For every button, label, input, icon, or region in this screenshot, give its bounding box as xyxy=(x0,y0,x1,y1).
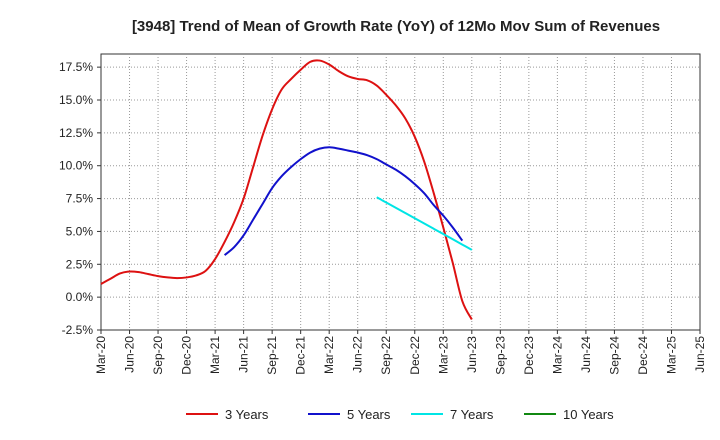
x-tick-label: Dec-20 xyxy=(180,336,194,375)
legend-label-1: 3 Years xyxy=(225,407,269,422)
x-tick-label: Jun-21 xyxy=(237,336,251,373)
legend-label-4: 10 Years xyxy=(563,407,614,422)
x-tick-label: Dec-22 xyxy=(408,336,422,375)
x-axis: Mar-20 Jun-20 Sep-20 Dec-20 Mar-21 Jun-21 Sep-… xyxy=(94,330,707,375)
y-tick-label: 15.0% xyxy=(59,93,93,107)
x-tick-label: Jun-24 xyxy=(579,336,593,373)
x-tick-label: Mar-23 xyxy=(436,336,450,374)
y-tick-label: 10.0% xyxy=(59,159,93,173)
series-lines xyxy=(100,59,473,320)
series-line-3 xyxy=(376,196,473,251)
series-line-2 xyxy=(223,146,464,256)
x-tick-label: Dec-23 xyxy=(522,336,536,375)
x-tick-label: Sep-24 xyxy=(607,336,621,375)
legend-label-3: 7 Years xyxy=(450,407,494,422)
x-tick-label: Dec-21 xyxy=(294,336,308,375)
x-tick-label: Sep-20 xyxy=(151,336,165,375)
y-tick-label: 7.5% xyxy=(66,192,94,206)
x-tick-label: Jun-25 xyxy=(693,336,707,373)
x-tick-label: Mar-24 xyxy=(550,336,564,374)
x-tick-label: Mar-22 xyxy=(322,336,336,374)
x-tick-label: Dec-24 xyxy=(636,336,650,375)
y-tick-label: 17.5% xyxy=(59,60,93,74)
x-tick-label: Jun-23 xyxy=(465,336,479,373)
chart-title: [3948] Trend of Mean of Growth Rate (YoY… xyxy=(132,18,660,35)
legend-label-2: 5 Years xyxy=(347,407,391,422)
x-tick-label: Mar-20 xyxy=(94,336,108,374)
x-tick-label: Sep-22 xyxy=(379,336,393,375)
y-tick-label: 5.0% xyxy=(66,224,94,238)
y-axis: -2.5% 0.0% 2.5% 5.0% 7.5% 10.0% 12.5% 15.0% 17.5… xyxy=(59,60,101,337)
legend: 3 Years 5 Years 7 Years 10 Years xyxy=(186,407,614,422)
grid-lines xyxy=(101,54,700,330)
x-tick-label: Mar-25 xyxy=(664,336,678,374)
x-tick-label: Jun-22 xyxy=(351,336,365,373)
x-tick-label: Sep-23 xyxy=(493,336,507,375)
y-tick-label: -2.5% xyxy=(62,323,94,337)
plot-area xyxy=(100,53,701,331)
x-tick-label: Jun-20 xyxy=(123,336,137,373)
x-tick-label: Mar-21 xyxy=(208,336,222,374)
y-tick-label: 0.0% xyxy=(66,290,94,304)
series-line-1 xyxy=(100,59,473,320)
x-tick-label: Sep-21 xyxy=(265,336,279,375)
y-tick-label: 2.5% xyxy=(66,257,94,271)
y-tick-label: 12.5% xyxy=(59,126,93,140)
